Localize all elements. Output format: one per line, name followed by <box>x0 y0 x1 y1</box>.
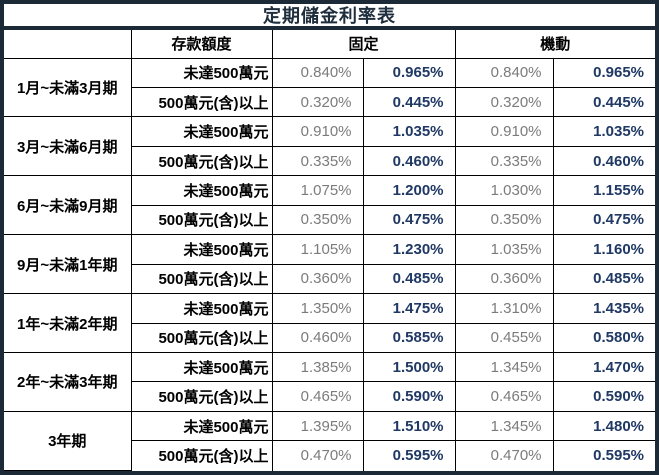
fixed-rate-gray: 0.335% <box>271 145 364 177</box>
fixed-rate-gray: 1.395% <box>271 410 364 442</box>
table-row: 500萬元(含)以上 0.335% 0.460% 0.335% 0.460% <box>4 145 655 177</box>
fixed-rate-blue: 1.230% <box>362 234 456 265</box>
floating-rate-blue: 0.595% <box>552 440 655 471</box>
fixed-rate-gray: 0.840% <box>271 57 364 88</box>
table-row: 6月~未滿9月期 未達500萬元 1.075% 1.200% 1.030% 1.155% <box>4 175 655 236</box>
table-row: 3月~未滿6月期 未達500萬元 0.910% 1.035% 0.910% 1.035% <box>4 116 655 177</box>
table-row: 3年期 未達500萬元 1.395% 1.510% 1.345% 1.480% <box>4 410 655 472</box>
table-row: 1月~未滿3月期 未達500萬元 0.840% 0.965% 0.840% 0.965% <box>4 57 655 118</box>
fixed-rate-gray: 0.470% <box>271 440 364 471</box>
floating-rate-blue: 0.965% <box>552 57 655 88</box>
tier-cell: 未達500萬元 <box>130 410 273 442</box>
tier-cell: 500萬元(含)以上 <box>131 86 273 118</box>
fixed-rate-blue: 1.500% <box>362 352 456 383</box>
fixed-rate-gray: 0.460% <box>271 322 364 354</box>
floating-rate-blue: 0.580% <box>552 322 655 354</box>
fixed-rate-blue: 0.595% <box>362 440 456 471</box>
fixed-rate-blue: 1.035% <box>362 116 456 147</box>
floating-rate-blue: 1.480% <box>552 410 655 442</box>
floating-rate-gray: 0.320% <box>454 86 554 118</box>
floating-rate-blue: 0.590% <box>552 381 655 412</box>
page-title: 定期儲金利率表 <box>4 4 655 30</box>
period-cell: 3年期 <box>4 410 132 472</box>
header-amount: 存款額度 <box>130 30 273 59</box>
floating-rate-gray: 0.350% <box>454 204 554 236</box>
floating-rate-gray: 0.455% <box>454 322 554 354</box>
fixed-rate-gray: 1.385% <box>271 352 364 383</box>
fixed-rate-gray: 0.910% <box>271 116 364 147</box>
floating-rate-blue: 1.470% <box>552 352 655 383</box>
header-row: 存款額度 固定 機動 <box>4 30 655 59</box>
tier-cell: 未達500萬元 <box>130 234 273 265</box>
tier-cell: 500萬元(含)以上 <box>131 145 273 177</box>
fixed-rate-blue: 1.510% <box>362 410 456 442</box>
header-fixed: 固定 <box>271 30 456 59</box>
tier-cell: 未達500萬元 <box>130 352 273 383</box>
fixed-rate-blue: 1.200% <box>362 175 456 206</box>
floating-rate-gray: 0.910% <box>454 116 554 147</box>
fixed-rate-blue: 0.965% <box>362 57 456 88</box>
table-row: 500萬元(含)以上 0.350% 0.475% 0.350% 0.475% <box>4 204 655 236</box>
fixed-rate-blue: 0.445% <box>362 86 456 118</box>
floating-rate-blue: 0.485% <box>552 263 655 295</box>
fixed-rate-blue: 0.485% <box>362 263 456 295</box>
floating-rate-gray: 1.035% <box>454 234 554 265</box>
fixed-rate-blue: 0.590% <box>362 381 456 412</box>
fixed-rate-gray: 0.360% <box>271 263 364 295</box>
rate-table: 存款額度 固定 機動 1月~未滿3月期 未達500萬元 0.840% 0.965% 0.… <box>4 30 655 472</box>
fixed-rate-gray: 1.075% <box>271 175 364 206</box>
floating-rate-blue: 0.475% <box>552 204 655 236</box>
fixed-rate-gray: 0.465% <box>271 381 364 412</box>
period-cell: 2年~未滿3年期 <box>4 352 132 412</box>
tier-cell: 未達500萬元 <box>130 116 273 147</box>
floating-rate-gray: 1.345% <box>454 352 554 383</box>
tier-cell: 500萬元(含)以上 <box>131 322 273 354</box>
table-row: 500萬元(含)以上 0.460% 0.585% 0.455% 0.580% <box>4 322 655 354</box>
tier-cell: 500萬元(含)以上 <box>131 381 273 412</box>
tier-cell: 500萬元(含)以上 <box>131 263 273 295</box>
fixed-rate-gray: 0.320% <box>271 86 364 118</box>
tier-cell: 500萬元(含)以上 <box>131 440 273 471</box>
tier-cell: 500萬元(含)以上 <box>131 204 273 236</box>
period-cell: 1月~未滿3月期 <box>4 57 132 118</box>
table-row: 1年~未滿2年期 未達500萬元 1.350% 1.475% 1.310% 1.435% <box>4 293 655 354</box>
fixed-rate-blue: 1.475% <box>362 293 456 324</box>
tier-cell: 未達500萬元 <box>130 175 273 206</box>
floating-rate-gray: 0.840% <box>454 57 554 88</box>
floating-rate-gray: 0.465% <box>454 381 554 412</box>
floating-rate-gray: 1.345% <box>454 410 554 442</box>
floating-rate-gray: 0.335% <box>454 145 554 177</box>
fixed-rate-blue: 0.475% <box>362 204 456 236</box>
header-floating: 機動 <box>454 30 655 59</box>
floating-rate-blue: 1.435% <box>552 293 655 324</box>
floating-rate-blue: 1.155% <box>552 175 655 206</box>
header-empty-cell <box>4 30 132 59</box>
floating-rate-gray: 1.030% <box>454 175 554 206</box>
floating-rate-blue: 0.460% <box>552 145 655 177</box>
floating-rate-blue: 1.035% <box>552 116 655 147</box>
table-row: 9月~未滿1年期 未達500萬元 1.105% 1.230% 1.035% 1.160% <box>4 234 655 295</box>
fixed-rate-blue: 0.460% <box>362 145 456 177</box>
floating-rate-gray: 1.310% <box>454 293 554 324</box>
tier-cell: 未達500萬元 <box>130 293 273 324</box>
floating-rate-blue: 1.160% <box>552 234 655 265</box>
fixed-rate-gray: 0.350% <box>271 204 364 236</box>
floating-rate-blue: 0.445% <box>552 86 655 118</box>
fixed-rate-gray: 1.350% <box>271 293 364 324</box>
table-row: 2年~未滿3年期 未達500萬元 1.385% 1.500% 1.345% 1.470% <box>4 352 655 412</box>
period-cell: 1年~未滿2年期 <box>4 293 132 354</box>
floating-rate-gray: 0.360% <box>454 263 554 295</box>
table-row: 500萬元(含)以上 0.360% 0.485% 0.360% 0.485% <box>4 263 655 295</box>
floating-rate-gray: 0.470% <box>454 440 554 471</box>
fixed-rate-blue: 0.585% <box>362 322 456 354</box>
table-row: 500萬元(含)以上 0.470% 0.595% 0.470% 0.595% <box>4 440 655 471</box>
fixed-rate-gray: 1.105% <box>271 234 364 265</box>
period-cell: 9月~未滿1年期 <box>4 234 132 295</box>
period-cell: 6月~未滿9月期 <box>4 175 132 236</box>
period-cell: 3月~未滿6月期 <box>4 116 132 177</box>
tier-cell: 未達500萬元 <box>130 57 273 88</box>
